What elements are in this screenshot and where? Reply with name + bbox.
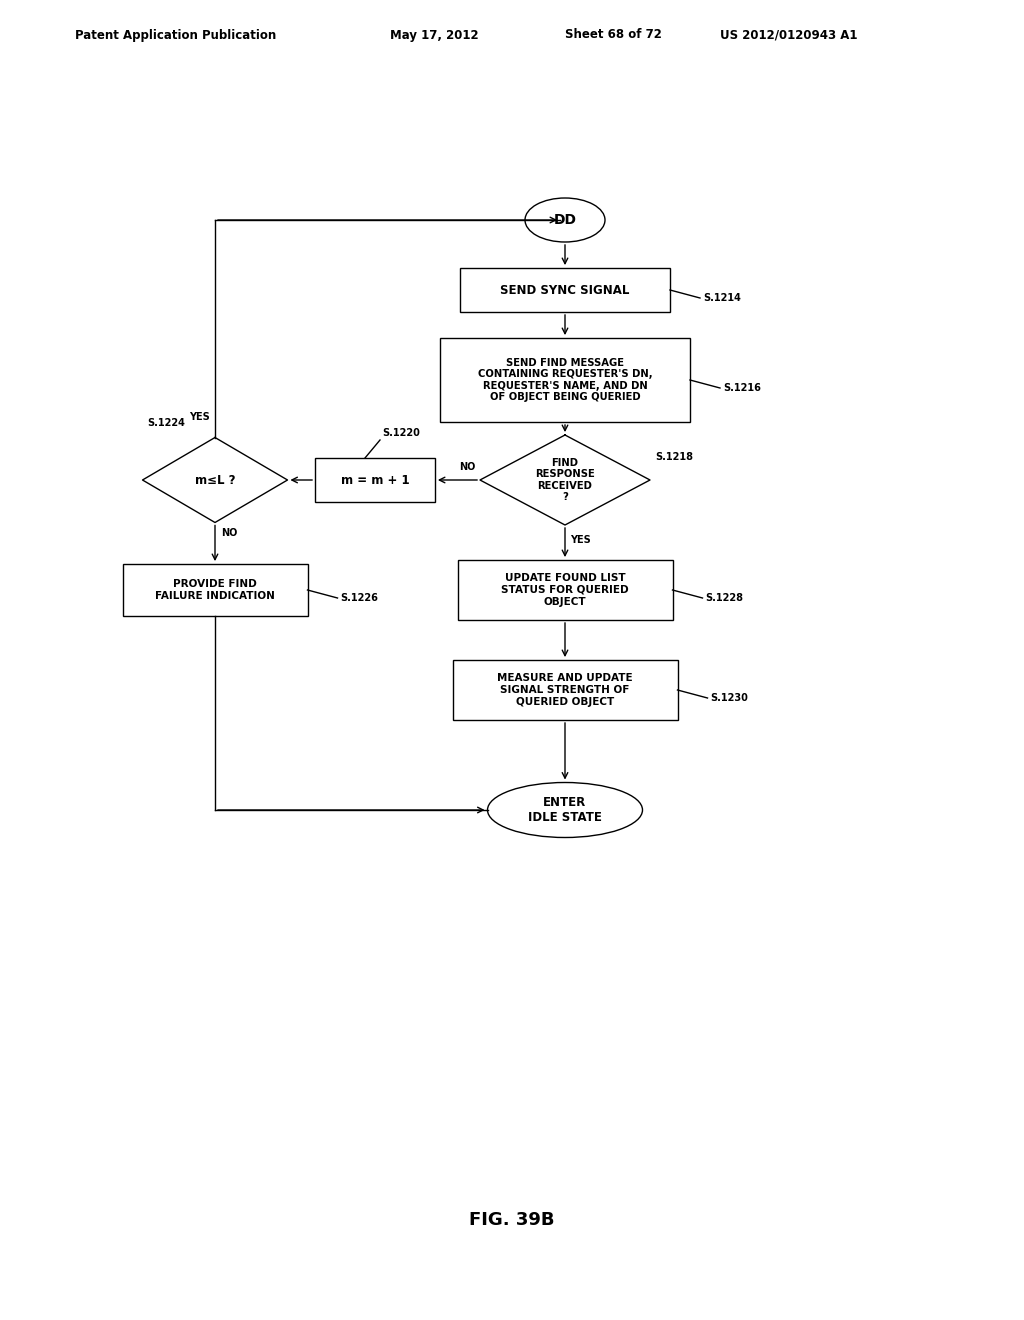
Text: SEND FIND MESSAGE
CONTAINING REQUESTER'S DN,
REQUESTER'S NAME, AND DN
OF OBJECT : SEND FIND MESSAGE CONTAINING REQUESTER'S… [477,358,652,403]
Text: US 2012/0120943 A1: US 2012/0120943 A1 [720,29,857,41]
Polygon shape [480,436,650,525]
Text: SEND SYNC SIGNAL: SEND SYNC SIGNAL [501,284,630,297]
Text: YES: YES [570,535,591,545]
Text: S.1226: S.1226 [341,593,379,603]
Text: S.1224: S.1224 [147,417,185,428]
Text: S.1220: S.1220 [382,428,420,438]
Text: Sheet 68 of 72: Sheet 68 of 72 [565,29,662,41]
Bar [460,268,670,312]
Polygon shape [142,437,288,523]
Text: S.1228: S.1228 [706,593,743,603]
Text: ENTER
IDLE STATE: ENTER IDLE STATE [528,796,602,824]
Text: NO: NO [221,528,238,537]
Text: Patent Application Publication: Patent Application Publication [75,29,276,41]
Bar [440,338,690,422]
Text: m≤L ?: m≤L ? [195,474,236,487]
Text: S.1216: S.1216 [723,383,761,393]
Ellipse shape [487,783,642,837]
Ellipse shape [525,198,605,242]
Text: YES: YES [189,412,210,422]
Text: S.1214: S.1214 [703,293,741,304]
Text: S.1218: S.1218 [655,453,693,462]
Bar [315,458,435,502]
Text: FIND
RESPONSE
RECEIVED
?: FIND RESPONSE RECEIVED ? [536,458,595,503]
Text: FIG. 39B: FIG. 39B [469,1210,555,1229]
Bar [123,564,307,616]
Text: MEASURE AND UPDATE
SIGNAL STRENGTH OF
QUERIED OBJECT: MEASURE AND UPDATE SIGNAL STRENGTH OF QU… [498,673,633,706]
Text: S.1230: S.1230 [711,693,749,704]
Text: May 17, 2012: May 17, 2012 [390,29,478,41]
Text: NO: NO [459,462,475,473]
Text: m = m + 1: m = m + 1 [341,474,410,487]
Bar [453,660,678,719]
Text: DD: DD [554,213,577,227]
Text: PROVIDE FIND
FAILURE INDICATION: PROVIDE FIND FAILURE INDICATION [155,579,274,601]
Bar [458,560,673,620]
Text: UPDATE FOUND LIST
STATUS FOR QUERIED
OBJECT: UPDATE FOUND LIST STATUS FOR QUERIED OBJ… [501,573,629,607]
